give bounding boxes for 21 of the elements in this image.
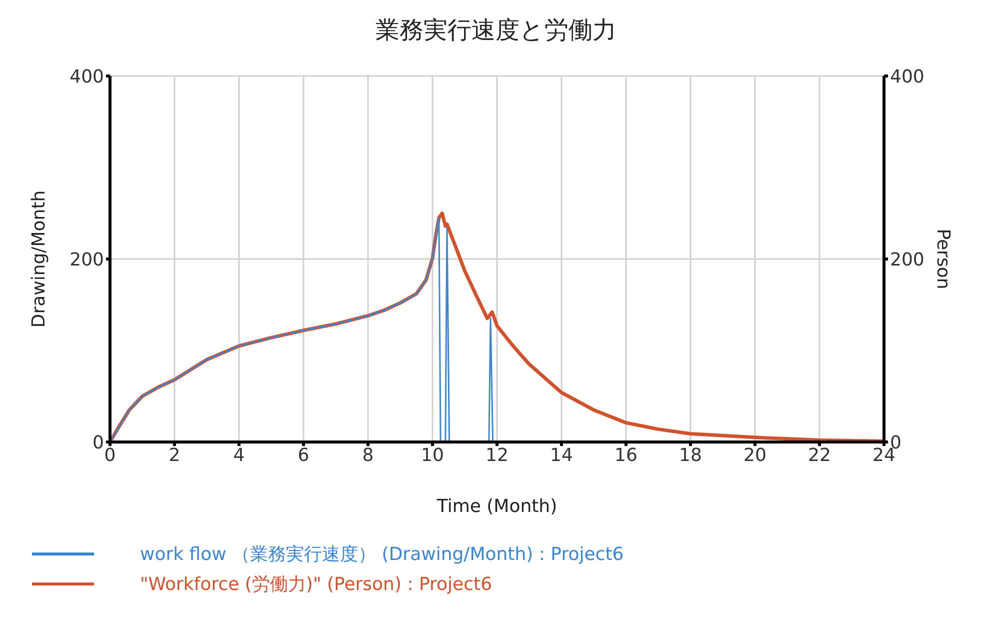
x-tick-label: 6 xyxy=(298,444,310,466)
y2-axis-title: Person xyxy=(932,228,954,290)
x-tick-label: 14 xyxy=(550,444,573,466)
chart-title: 業務実行速度と労働力 xyxy=(374,15,618,46)
x-tick-label: 12 xyxy=(486,444,508,466)
y2-tick-label: 200 xyxy=(890,249,924,270)
x-tick-label: 16 xyxy=(614,444,638,466)
x-tick-label: 10 xyxy=(421,444,444,466)
text: "Workforce (労働力)" (Person) : Project6 xyxy=(140,573,492,596)
x-tick-label: 8 xyxy=(362,444,374,466)
y-tick-label: 200 xyxy=(70,249,104,270)
y-tick-label: 400 xyxy=(70,66,104,88)
x-tick-label: 4 xyxy=(233,444,245,466)
x-tick-label: 20 xyxy=(744,444,766,466)
x-axis-title: Time (Month) xyxy=(436,496,558,517)
y2-tick-label: 400 xyxy=(890,66,924,88)
y-axis-title: Drawing/Month xyxy=(28,190,50,328)
x-tick-label: 18 xyxy=(679,444,702,466)
text: work flow （業務実行速度） (Drawing/Month) : Project6 xyxy=(140,543,624,566)
x-tick-label: 22 xyxy=(808,444,831,466)
x-tick-label: 2 xyxy=(168,444,180,466)
